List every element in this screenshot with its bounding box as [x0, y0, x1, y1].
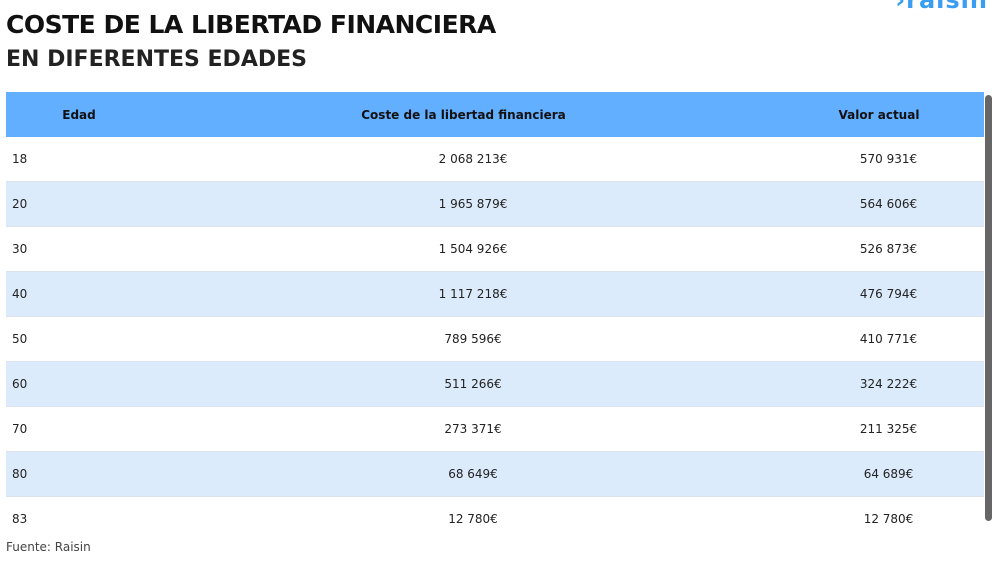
table-cell: 564 606€ — [774, 181, 984, 227]
table-cell: 1 117 218€ — [153, 271, 774, 317]
table-row: 40 1 117 218€ 476 794€ — [6, 271, 984, 317]
table-cell: 211 325€ — [774, 406, 984, 452]
table-row: 30 1 504 926€ 526 873€ — [6, 226, 984, 272]
table-cell: 511 266€ — [153, 361, 774, 407]
table: Edad Coste de la libertad financiera Valor… — [6, 92, 984, 523]
table-cell: 80 — [6, 451, 153, 497]
table-cell: 570 931€ — [774, 137, 984, 182]
table-cell: 70 — [6, 406, 153, 452]
table-cell: 40 — [6, 271, 153, 317]
table-row: 60 511 266€ 324 222€ — [6, 361, 984, 407]
table-cell: 20 — [6, 181, 153, 227]
logo[interactable]: ›raisin — [895, 0, 988, 14]
scrollbar[interactable] — [985, 95, 992, 521]
table-cell: 410 771€ — [774, 316, 984, 362]
table-cell: 83 — [6, 496, 153, 523]
title: COSTE DE LA LIBERTAD FINANCIERA — [6, 10, 496, 39]
table-cell: 526 873€ — [774, 226, 984, 272]
table-cell: 64 689€ — [774, 451, 984, 497]
table-cell: 2 068 213€ — [153, 137, 774, 182]
table-row: 83 12 780€ 12 780€ — [6, 496, 984, 523]
table-cell: 1 965 879€ — [153, 181, 774, 227]
column-header[interactable]: Valor actual — [774, 92, 984, 137]
table-row: 50 789 596€ 410 771€ — [6, 316, 984, 362]
table-cell: 68 649€ — [153, 451, 774, 497]
table-row: 70 273 371€ 211 325€ — [6, 406, 984, 452]
table-cell: 18 — [6, 137, 153, 182]
header-row: Edad Coste de la libertad financiera Valor… — [6, 92, 984, 137]
table-cell: 789 596€ — [153, 316, 774, 362]
table-cell: 324 222€ — [774, 361, 984, 407]
table-cell: 12 780€ — [153, 496, 774, 523]
subtitle: EN DIFERENTES EDADES — [6, 47, 307, 72]
column-header[interactable]: Edad — [6, 92, 153, 137]
table-body: 18 2 068 213€ 570 931€ 20 1 965 879€ 564 606€… — [6, 137, 984, 523]
source: Fuente: Raisin — [6, 540, 91, 554]
table-cell: 30 — [6, 226, 153, 272]
table-row: 20 1 965 879€ 564 606€ — [6, 181, 984, 227]
table-row: 18 2 068 213€ 570 931€ — [6, 137, 984, 182]
table-cell: 273 371€ — [153, 406, 774, 452]
table-container: Edad Coste de la libertad financiera Valor… — [6, 92, 993, 523]
table-cell: 50 — [6, 316, 153, 362]
table-cell: 1 504 926€ — [153, 226, 774, 272]
table-cell: 60 — [6, 361, 153, 407]
table-cell: 476 794€ — [774, 271, 984, 317]
column-header[interactable]: Coste de la libertad financiera — [153, 92, 774, 137]
table-cell: 12 780€ — [774, 496, 984, 523]
table-row: 80 68 649€ 64 689€ — [6, 451, 984, 497]
